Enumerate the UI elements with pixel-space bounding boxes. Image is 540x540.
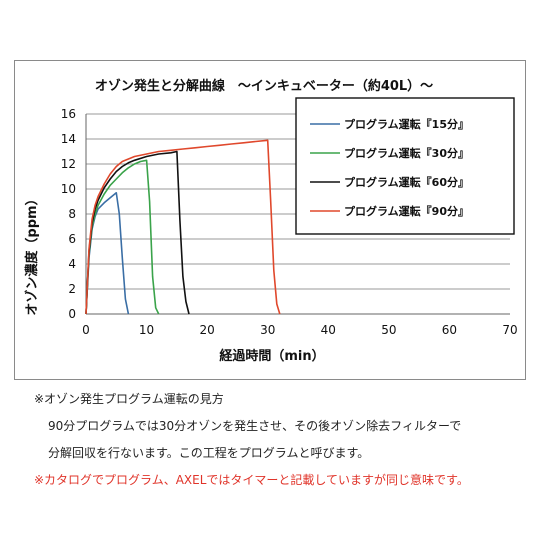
x-tick-label: 50: [381, 323, 396, 337]
ozone-chart: オゾン発生と分解曲線 ～インキュベーター（約40L）～ 0 2 4 6 8 10 12 14 1…: [24, 78, 518, 364]
series-line-2: [85, 159, 160, 315]
note-heading: ※オゾン発生プログラム運転の見方: [34, 392, 224, 406]
legend-label: プログラム運転『60分』: [344, 175, 469, 189]
note-warning: ※カタログでプログラム、AXELではタイマーと記載していますが同じ意味です。: [34, 473, 469, 487]
x-tick-label: 30: [260, 323, 275, 337]
y-tick-label: 4: [68, 257, 76, 271]
y-tick-label: 10: [61, 182, 76, 196]
x-tick-label: 70: [502, 323, 517, 337]
series-line-1: [85, 192, 130, 315]
series-line-4: [85, 139, 281, 315]
x-axis-label: 経過時間（min）: [219, 348, 324, 364]
x-tick-label: 60: [442, 323, 457, 337]
y-axis-label: オゾン濃度（ppm）: [24, 192, 40, 315]
y-tick-label: 8: [68, 207, 76, 221]
y-tick-label: 14: [61, 132, 76, 146]
note-line-1: 90分プログラムでは30分オゾンを発生させ、その後オゾン除去フィルターで: [48, 419, 462, 433]
x-tick-label: 10: [139, 323, 154, 337]
y-tick-label: 6: [68, 232, 76, 246]
legend-label: プログラム運転『30分』: [344, 146, 469, 160]
legend-label: プログラム運転『15分』: [344, 117, 469, 131]
chart-title: オゾン発生と分解曲線 ～インキュベーター（約40L）～: [95, 78, 433, 94]
series-line-3: [85, 150, 190, 315]
y-tick-label: 2: [68, 282, 76, 296]
y-tick-label: 12: [61, 157, 76, 171]
x-tick-label: 20: [200, 323, 215, 337]
y-tick-label: 16: [61, 107, 76, 121]
legend-label: プログラム運転『90分』: [344, 204, 469, 218]
note-line-2: 分解回収を行ないます。この工程をプログラムと呼びます。: [48, 446, 370, 460]
x-tick-label: 40: [321, 323, 336, 337]
x-tick-label: 0: [82, 323, 90, 337]
y-tick-label: 0: [68, 307, 76, 321]
